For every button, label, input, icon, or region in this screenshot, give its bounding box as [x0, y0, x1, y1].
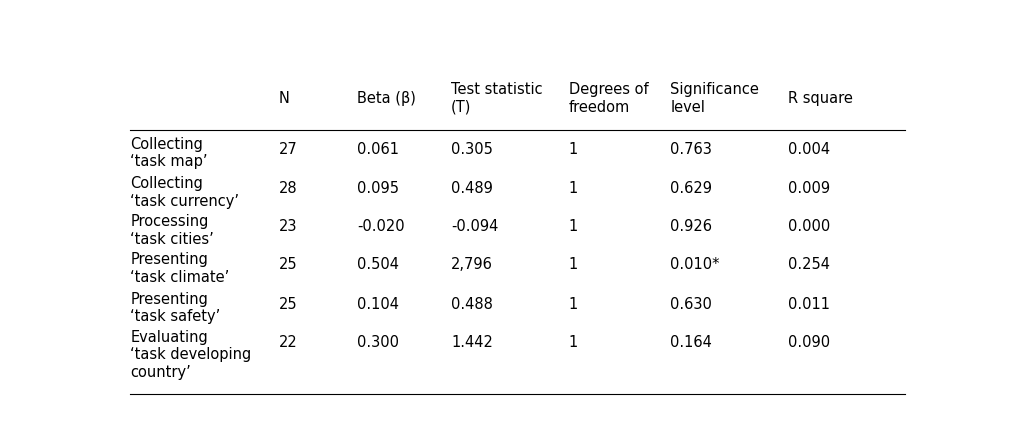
Text: 0.009: 0.009 [788, 181, 830, 196]
Text: 23: 23 [279, 220, 297, 234]
Text: Processing
‘task cities’: Processing ‘task cities’ [130, 214, 214, 246]
Text: 1: 1 [569, 220, 578, 234]
Text: 0.004: 0.004 [788, 142, 830, 157]
Text: 1.442: 1.442 [451, 335, 493, 350]
Text: Degrees of
freedom: Degrees of freedom [569, 82, 648, 115]
Text: 22: 22 [279, 335, 298, 350]
Text: Collecting
‘task currency’: Collecting ‘task currency’ [130, 176, 239, 209]
Text: 0.104: 0.104 [358, 297, 399, 312]
Text: 27: 27 [279, 142, 298, 157]
Text: 0.488: 0.488 [451, 297, 493, 312]
Text: 0.305: 0.305 [451, 142, 493, 157]
Text: -0.020: -0.020 [358, 220, 405, 234]
Text: Presenting
‘task climate’: Presenting ‘task climate’ [130, 252, 229, 284]
Text: 0.095: 0.095 [358, 181, 399, 196]
Text: 1: 1 [569, 257, 578, 272]
Text: 25: 25 [279, 297, 298, 312]
Text: Test statistic
(T): Test statistic (T) [451, 82, 542, 115]
Text: 0.630: 0.630 [671, 297, 712, 312]
Text: R square: R square [788, 91, 852, 106]
Text: N: N [279, 91, 290, 106]
Text: 0.763: 0.763 [671, 142, 712, 157]
Text: Evaluating
‘task developing
country’: Evaluating ‘task developing country’ [130, 330, 251, 379]
Text: 0.011: 0.011 [788, 297, 829, 312]
Text: 1: 1 [569, 181, 578, 196]
Text: Significance
level: Significance level [671, 82, 760, 115]
Text: 0.090: 0.090 [788, 335, 830, 350]
Text: Beta (β): Beta (β) [358, 91, 416, 106]
Text: 0.000: 0.000 [788, 220, 830, 234]
Text: 1: 1 [569, 335, 578, 350]
Text: 1: 1 [569, 297, 578, 312]
Text: 0.926: 0.926 [671, 220, 712, 234]
Text: 0.504: 0.504 [358, 257, 399, 272]
Text: 1: 1 [569, 142, 578, 157]
Text: 0.629: 0.629 [671, 181, 712, 196]
Text: 0.489: 0.489 [451, 181, 493, 196]
Text: 0.164: 0.164 [671, 335, 712, 350]
Text: 2,796: 2,796 [451, 257, 493, 272]
Text: 0.010*: 0.010* [671, 257, 720, 272]
Text: 0.254: 0.254 [788, 257, 829, 272]
Text: 25: 25 [279, 257, 298, 272]
Text: 0.061: 0.061 [358, 142, 399, 157]
Text: -0.094: -0.094 [451, 220, 499, 234]
Text: 0.300: 0.300 [358, 335, 399, 350]
Text: Presenting
‘task safety’: Presenting ‘task safety’ [130, 292, 220, 324]
Text: Collecting
‘task map’: Collecting ‘task map’ [130, 137, 208, 169]
Text: 28: 28 [279, 181, 298, 196]
